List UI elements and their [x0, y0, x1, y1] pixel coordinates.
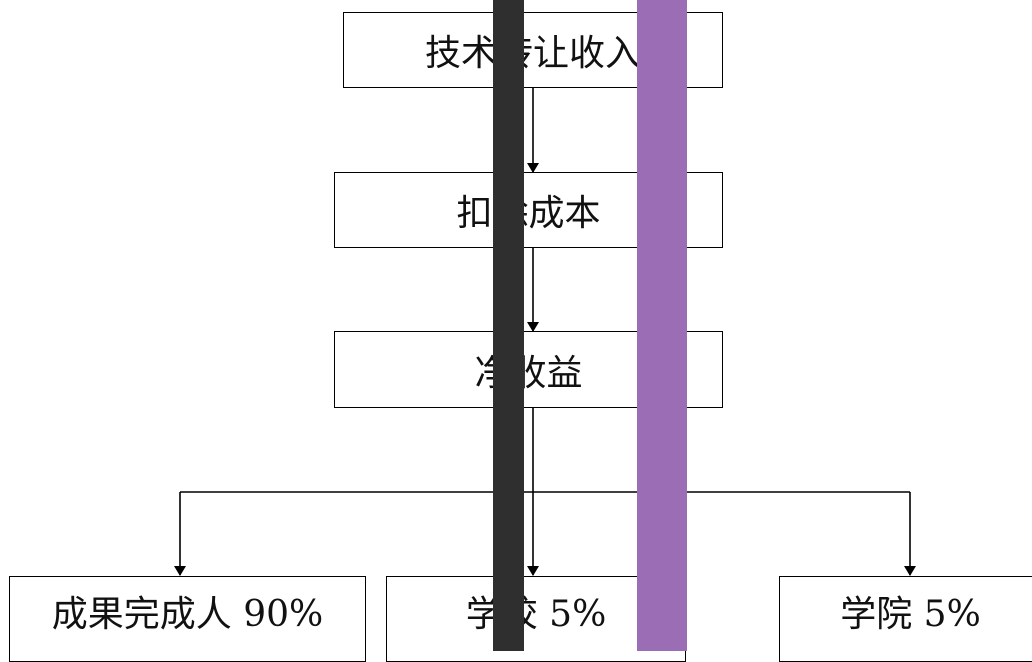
box-completer-share: 成果完成人 90% [9, 576, 366, 662]
box-college-share: 学院 5% [779, 576, 1032, 662]
box-net-income-label: 净收益 [474, 352, 583, 394]
purple-overlay-bar [637, 0, 687, 651]
box-deduct-cost-label: 扣除成本 [456, 193, 601, 234]
box-school-share: 学校 5% [386, 576, 686, 662]
box-college-share-label: 学院 5% [840, 594, 981, 635]
box-tech-transfer-income-label: 技术转让收入 [424, 33, 641, 74]
dark-overlay-bar [493, 0, 524, 651]
box-school-share-label: 学校 5% [465, 594, 607, 635]
box-completer-share-label: 成果完成人 90% [51, 594, 324, 635]
